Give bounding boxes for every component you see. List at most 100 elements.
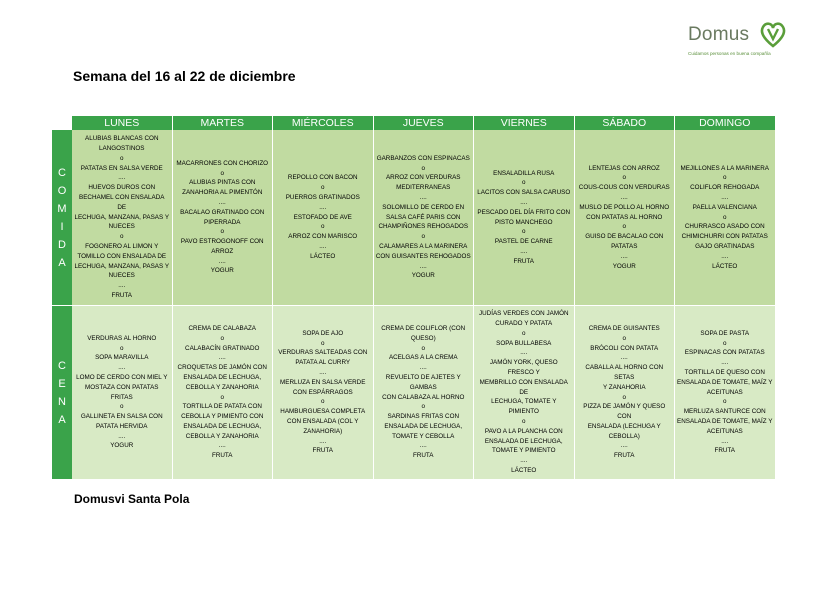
- menu-line: MACARRONES CON CHORIZO: [176, 159, 269, 167]
- menu-line: ESPINACAS CON PATATAS: [684, 349, 765, 357]
- day-header: LUNES: [72, 116, 173, 130]
- menu-line: ....: [620, 252, 628, 260]
- menu-line: ....: [620, 354, 628, 362]
- menu-line: TORTILLA DE QUESO CON: [684, 369, 765, 376]
- menu-line: o: [521, 179, 526, 187]
- menu-line: MEMBRILLO CON ENSALADA DE: [479, 378, 568, 396]
- menu-line: ....: [620, 442, 628, 450]
- menu-line: SALSA CAFÉ PARIS CON: [386, 213, 461, 221]
- section-letter: A: [58, 413, 66, 426]
- menu-line: ....: [118, 282, 126, 290]
- menu-line: LÁCTEO: [310, 252, 336, 260]
- menu-line: CEBOLLA Y ZANAHORIA: [185, 383, 259, 391]
- menu-cell-comida: ALUBIAS BLANCAS CON LANGOSTINOS o PATATAS E…: [72, 130, 173, 306]
- menu-line: o: [521, 228, 526, 236]
- menu-line: ....: [721, 359, 729, 367]
- menu-line: FRUTA: [312, 447, 334, 455]
- menu-line: PAELLA VALENCIANA: [692, 203, 757, 211]
- menu-line: HAMBURGUESA COMPLETA: [280, 408, 366, 416]
- menu-line: ....: [218, 354, 226, 362]
- menu-line: MERLUZA SANTURCE CON: [683, 408, 766, 416]
- menu-line: CON ENSALADA (COL Y: [287, 417, 359, 425]
- menu-line: CROQUETAS DE JAMÓN CON: [177, 364, 267, 372]
- menu-line: ESTOFADO DE AVE: [293, 213, 352, 221]
- menu-line: ENSALADILLA RUSA: [493, 169, 555, 177]
- menu-line: VERDURAS AL HORNO: [87, 334, 157, 342]
- day-header: VIERNES: [474, 116, 575, 130]
- menu-line: ....: [118, 364, 126, 372]
- menu-line: COLIFLOR REHOGADA: [690, 184, 760, 192]
- menu-line: QUESO): [410, 334, 436, 342]
- section-letter: E: [58, 377, 66, 390]
- menu-line: COUS-COUS CON VERDURAS: [578, 184, 670, 192]
- menu-line: GAJO GRATINADAS: [695, 242, 755, 250]
- menu-line: o: [320, 223, 325, 231]
- menu-line: ARROZ: [211, 247, 234, 255]
- menu-line: CREMA DE CALABAZA: [188, 324, 257, 332]
- menu-line: SOPA BULLABESA: [496, 339, 552, 347]
- menu-line: VERDURAS SALTEADAS CON: [278, 349, 368, 357]
- menu-line: TOMILLO CON ENSALADA DE: [77, 252, 167, 260]
- menu-line: LÁCTEO: [712, 262, 738, 270]
- menu-line: MEDITERRANEAS: [396, 184, 451, 192]
- day-header: DOMINGO: [675, 116, 776, 130]
- menu-line: CON GUISANTES REHOGADOS: [375, 252, 471, 260]
- section-letter: C: [58, 166, 66, 179]
- menu-line: MERLUZA EN SALSA VERDE: [280, 378, 366, 386]
- menu-line: LOMO DE CERDO CON MIEL Y: [76, 373, 168, 381]
- menu-line: CEBOLLA): [608, 432, 640, 440]
- menu-line: MUSLO DE POLLO AL HORNO: [579, 203, 670, 211]
- menu-cell-comida: MACARRONES CON CHORIZO o ALUBIAS PINTAS CO…: [172, 130, 273, 306]
- menu-line: ALUBIAS BLANCAS CON: [85, 135, 159, 143]
- menu-line: TOMATE Y PIMIENTO: [492, 447, 556, 455]
- menu-line: ....: [419, 262, 427, 270]
- menu-line: ALUBIAS PINTAS CON: [189, 179, 256, 187]
- menu-line: CON CALABAZA AL HORNO: [382, 393, 465, 401]
- menu-line: CON ESPÁRRAGOS: [292, 388, 353, 396]
- menu-line: CURADO Y PATATA: [495, 320, 553, 328]
- menu-line: LANGOSTINOS: [99, 145, 145, 153]
- menu-line: CABALLA AL HORNO CON SETAS: [585, 364, 664, 381]
- menu-line: ....: [218, 198, 226, 206]
- menu-cell-comida: MEJILLONES A LA MARINERA o COLIFLOR REHOGA…: [675, 130, 776, 306]
- menu-cell-cena: SOPA DE PASTA o ESPINACAS CON PATATAS.... T…: [675, 306, 776, 480]
- section-letter: M: [57, 202, 67, 215]
- menu-line: o: [622, 334, 626, 342]
- menu-line: o: [220, 169, 224, 177]
- menu-line: ARROZ CON VERDURAS: [385, 174, 461, 182]
- logo-heart-icon: [760, 22, 786, 48]
- menu-line: ENSALADA DE LECHUGA,: [484, 437, 563, 445]
- menu-cell-comida: ENSALADILLA RUSA o LACITOS CON SALSA CARUS…: [474, 130, 575, 306]
- menu-line: YOGUR: [612, 262, 636, 270]
- menu-line: GARBANZOS CON ESPINACAS: [376, 154, 470, 162]
- menu-line: o: [119, 233, 124, 241]
- menu-line: MOSTAZA CON PATATAS FRITAS: [85, 383, 159, 401]
- menu-line: o: [521, 417, 526, 425]
- menu-line: REVUELTO DE AJETES Y GAMBAS: [385, 373, 461, 391]
- section-letter: D: [58, 238, 66, 251]
- menu-line: LACITOS CON SALSA CARUSO: [477, 189, 571, 197]
- menu-line: TORTILLA DE PATATA CON: [182, 403, 262, 411]
- menu-line: SOPA MARAVILLA: [95, 354, 149, 362]
- menu-line: ACEITUNAS: [706, 427, 743, 435]
- day-header: SÁBADO: [574, 116, 675, 130]
- menu-line: o: [722, 213, 727, 221]
- menu-line: o: [722, 174, 727, 182]
- day-header: MARTES: [172, 116, 273, 130]
- menu-line: ....: [419, 442, 427, 450]
- menu-cell-comida: LENTEJAS CON ARROZ o COUS-COUS CON VERDURA…: [574, 130, 675, 306]
- menu-line: PAVO ESTROGONOFF CON: [180, 238, 264, 246]
- menu-line: o: [622, 393, 626, 401]
- menu-line: CEBOLLA Y PIMIENTO CON: [181, 413, 264, 421]
- menu-line: ACELGAS A LA CREMA: [388, 354, 458, 362]
- menu-line: BRÓCOLI CON PATATA: [590, 344, 659, 352]
- menu-line: PAVO A LA PLANCHA CON: [484, 427, 563, 435]
- menu-line: ....: [620, 194, 628, 201]
- menu-line: SOLOMILLO DE CERDO EN: [382, 203, 465, 211]
- menu-line: ....: [118, 432, 126, 440]
- menu-line: ....: [218, 257, 226, 265]
- menu-line: ....: [419, 364, 427, 372]
- menu-line: o: [622, 174, 626, 182]
- menu-line: ZANAHORIA AL PIMENTÓN: [182, 189, 263, 197]
